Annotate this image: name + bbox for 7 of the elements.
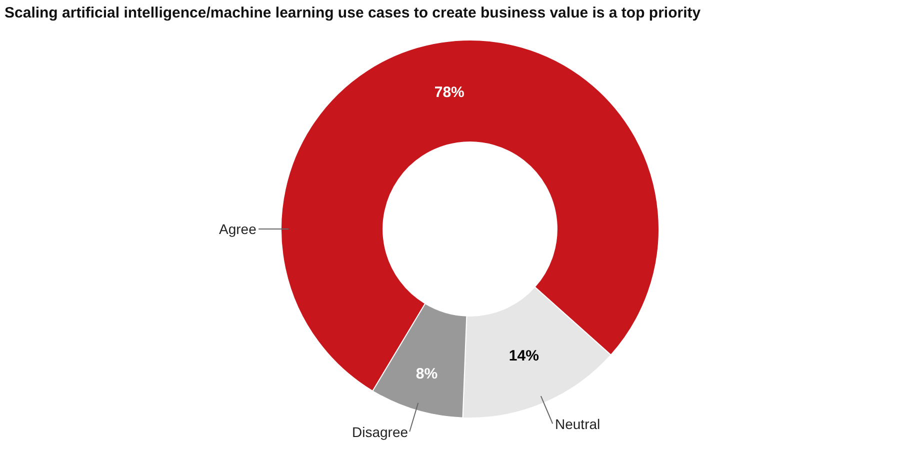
data-label: 8% xyxy=(416,366,438,383)
slice-label: Disagree xyxy=(352,424,408,440)
data-label: 14% xyxy=(508,348,539,364)
slice-label: Agree xyxy=(219,221,257,237)
slice-label: Neutral xyxy=(555,416,600,432)
chart-title: Scaling artificial intelligence/machine learning use cases to create business value is a top priority xyxy=(4,4,702,22)
data-label: 78% xyxy=(434,84,464,102)
